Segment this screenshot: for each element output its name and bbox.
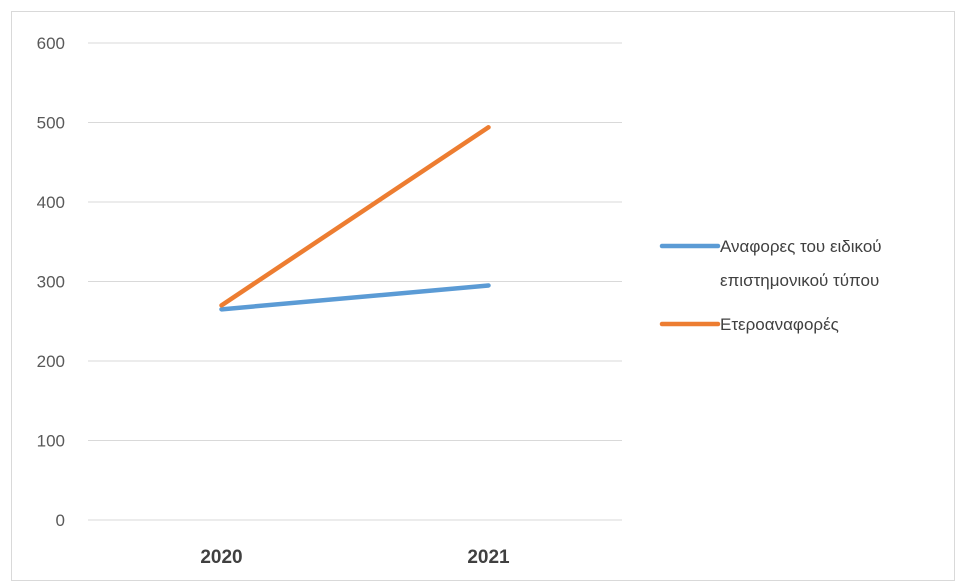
y-tick-label: 300 <box>37 273 65 292</box>
x-tick-label: 2021 <box>467 547 510 568</box>
y-tick-label: 100 <box>37 432 65 451</box>
series-line-2 <box>219 125 491 308</box>
series-line-1 <box>219 283 491 312</box>
legend-label: Αναφορες του ειδικού <box>720 237 882 256</box>
y-tick-label: 0 <box>56 511 65 530</box>
y-tick-label: 200 <box>37 352 65 371</box>
legend-label: επιστημονικού τύπου <box>720 271 879 290</box>
y-tick-label: 600 <box>37 34 65 53</box>
legend-label: Ετεροαναφορές <box>720 315 839 334</box>
x-tick-label: 2020 <box>200 547 242 568</box>
chart-frame <box>11 11 955 581</box>
y-tick-label: 400 <box>37 193 65 212</box>
y-tick-label: 500 <box>37 114 65 133</box>
